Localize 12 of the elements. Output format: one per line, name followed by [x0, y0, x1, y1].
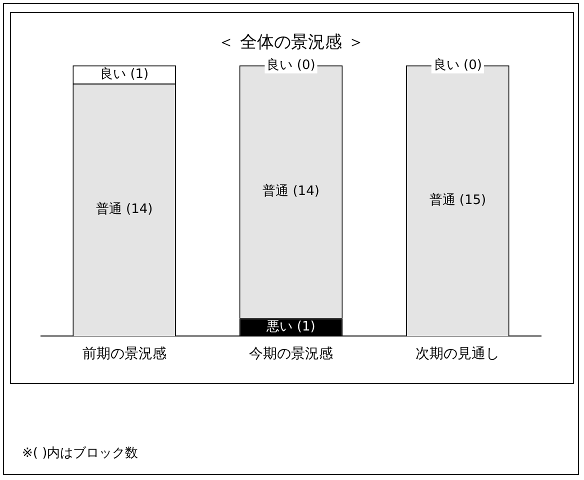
data-label: 良い (1): [100, 66, 149, 82]
data-label: 良い (0): [266, 58, 316, 73]
x-tick-label: 前期の景況感: [82, 346, 166, 362]
data-label: 悪い (1): [266, 320, 316, 335]
data-label: 普通 (14): [262, 183, 320, 200]
chart-title: ＜ 全体の景況感 ＞: [218, 32, 364, 53]
data-label: 普通 (14): [96, 201, 153, 218]
x-tick-label: 今期の景況感: [249, 346, 333, 362]
data-label: 普通 (15): [429, 192, 486, 208]
x-tick-label: 次期の見通し: [416, 346, 500, 362]
data-label: 良い (0): [433, 58, 482, 73]
text: ※( )内はブロック数: [22, 445, 138, 462]
